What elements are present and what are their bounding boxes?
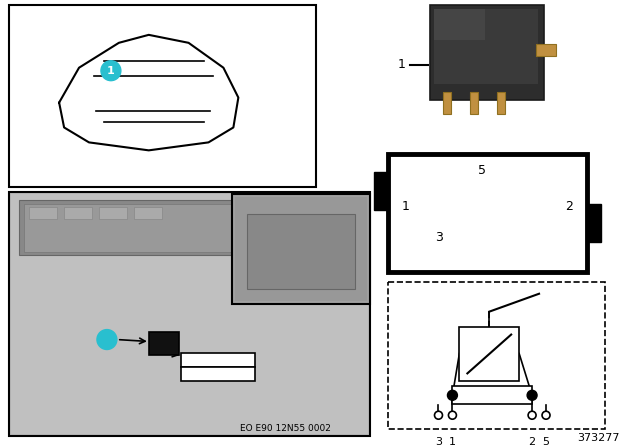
Circle shape: [435, 411, 442, 419]
Bar: [236, 197, 367, 301]
Bar: [497, 91, 505, 113]
Bar: [536, 44, 556, 56]
Bar: [470, 91, 478, 113]
Bar: [134, 207, 162, 219]
Text: 5: 5: [543, 437, 550, 447]
Bar: [444, 91, 451, 113]
Text: 2: 2: [529, 437, 536, 447]
Text: 1: 1: [103, 335, 111, 345]
Bar: [374, 172, 388, 210]
Circle shape: [101, 61, 121, 81]
Bar: [99, 207, 127, 219]
Circle shape: [528, 411, 536, 419]
Circle shape: [542, 411, 550, 419]
Text: 373277: 373277: [577, 433, 620, 443]
Bar: [388, 154, 587, 272]
Text: 1: 1: [397, 58, 406, 71]
Bar: [24, 204, 340, 252]
Bar: [429, 5, 544, 99]
Bar: [433, 9, 485, 40]
Text: EO E90 12N55 0002: EO E90 12N55 0002: [240, 424, 331, 433]
Bar: [247, 214, 355, 289]
Text: 1: 1: [107, 66, 115, 76]
Text: X14188: X14188: [195, 370, 239, 379]
Bar: [10, 5, 316, 187]
Bar: [148, 332, 179, 355]
Text: 3: 3: [435, 437, 442, 447]
Text: 1: 1: [402, 200, 410, 213]
Bar: [180, 353, 255, 367]
Circle shape: [97, 330, 117, 349]
Bar: [64, 207, 92, 219]
Text: 2: 2: [565, 200, 573, 213]
Bar: [12, 194, 368, 434]
Bar: [29, 207, 57, 219]
Text: 1: 1: [449, 437, 456, 447]
Bar: [460, 327, 519, 381]
Bar: [19, 200, 355, 255]
Text: 5: 5: [478, 164, 486, 177]
Bar: [10, 192, 370, 436]
Bar: [587, 204, 601, 242]
Bar: [180, 367, 255, 381]
Text: 3: 3: [436, 232, 444, 245]
Text: K9137: K9137: [199, 355, 236, 366]
Bar: [388, 282, 605, 429]
Circle shape: [527, 390, 537, 400]
Bar: [232, 194, 370, 304]
Bar: [433, 9, 538, 84]
Bar: [452, 386, 532, 404]
Circle shape: [449, 411, 456, 419]
Circle shape: [447, 390, 458, 400]
